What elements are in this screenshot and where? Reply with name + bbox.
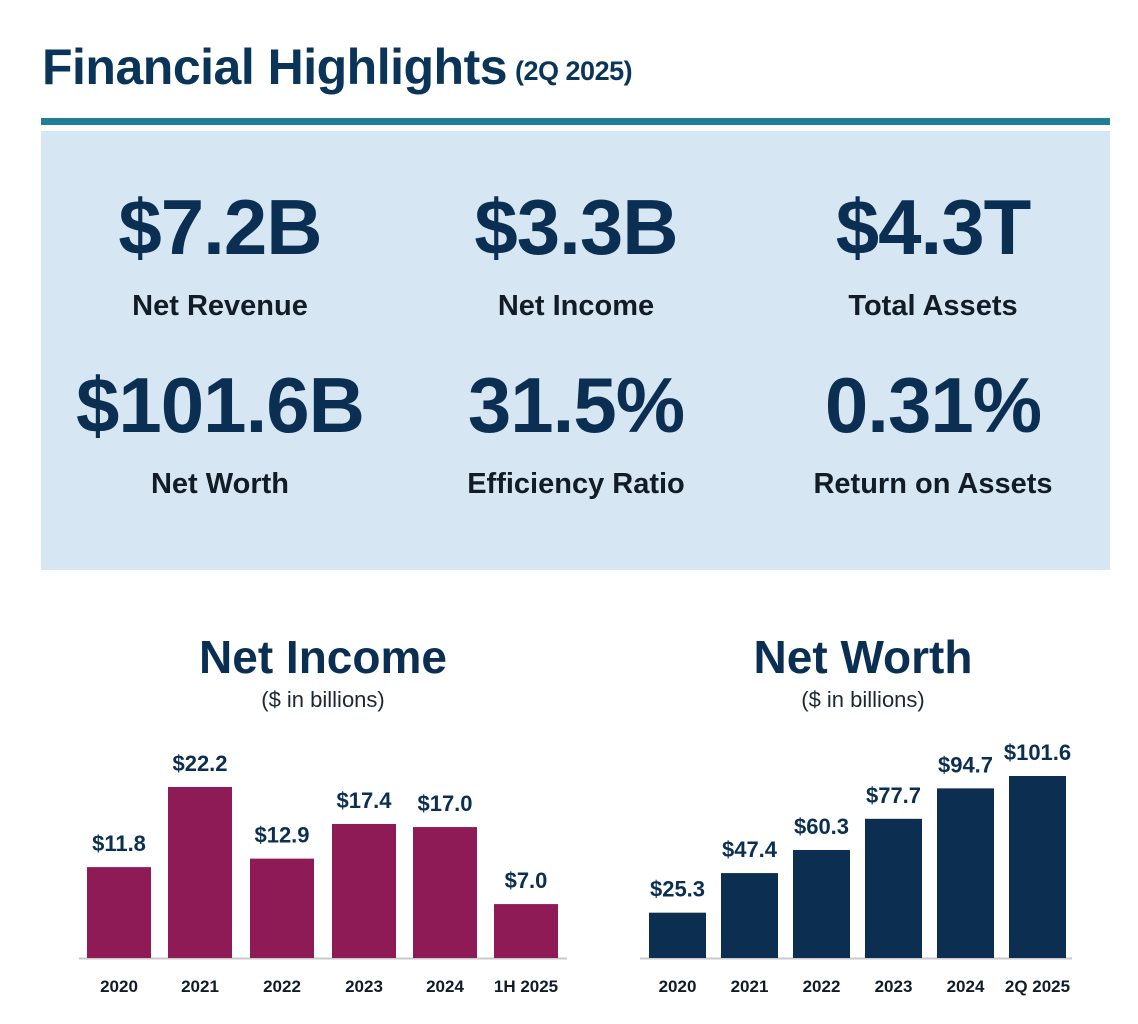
net-worth-tick-label: 2020	[659, 977, 697, 996]
net-income-bar-2021	[168, 787, 232, 958]
net-worth-bar-2024	[937, 788, 994, 958]
kpi-value: $4.3T	[835, 183, 1031, 271]
kpi-net-income: $3.3B Net Income	[396, 188, 756, 321]
net-worth-bar-2022	[793, 849, 850, 958]
kpi-value: 31.5%	[467, 361, 685, 449]
kpi-label: Net Worth	[150, 468, 289, 500]
net-worth-data-label: $60.3	[794, 814, 849, 839]
net-income-data-label: $17.4	[336, 788, 392, 813]
net-worth-tick-label: 2024	[947, 977, 985, 996]
net-worth-tick-label: 2023	[875, 977, 913, 996]
net-worth-bar-2020	[649, 912, 706, 958]
net-worth-tick-label: 2022	[803, 977, 841, 996]
net-worth-bar-2023	[865, 818, 922, 958]
net-income-bar-2022	[250, 858, 314, 958]
net-income-bar-1h-2025	[494, 904, 558, 958]
kpi-value: $7.2B	[118, 183, 322, 271]
net-income-data-label: $7.0	[505, 868, 548, 893]
page-title: Financial Highlights (2Q 2025)	[42, 38, 633, 96]
net-income-bar-2023	[332, 823, 396, 958]
net-worth-chart-title: Net Worth	[753, 631, 973, 683]
net-income-tick-label: 2021	[181, 977, 219, 996]
kpi-value: $3.3B	[474, 183, 678, 271]
net-worth-tick-label: 2Q 2025	[1005, 977, 1070, 996]
kpi-total-assets: $4.3T Total Assets	[753, 188, 1113, 321]
net-worth-bar-2q-2025	[1009, 776, 1066, 958]
title-text: Financial Highlights	[42, 39, 508, 95]
net-income-chart-title: Net Income	[199, 631, 447, 683]
net-income-data-label: $12.9	[254, 823, 309, 848]
net-income-tick-label: 1H 2025	[494, 977, 558, 996]
kpi-label: Return on Assets	[813, 468, 1053, 500]
net-income-tick-label: 2022	[263, 977, 301, 996]
kpi-panel	[41, 131, 1110, 570]
kpi-value: $101.6B	[76, 361, 365, 449]
kpi-label: Net Income	[497, 290, 655, 322]
net-income-data-label: $17.0	[417, 791, 472, 816]
kpi-net-revenue: $7.2B Net Revenue	[40, 188, 400, 321]
net-worth-chart-subtitle: ($ in billions)	[801, 687, 925, 712]
kpi-label: Net Revenue	[132, 290, 308, 322]
net-income-bar-2024	[413, 827, 477, 958]
net-income-data-label: $22.2	[172, 751, 227, 776]
net-income-tick-label: 2020	[100, 977, 138, 996]
net-worth-bar-2021	[721, 873, 778, 958]
kpi-label: Efficiency Ratio	[467, 468, 685, 500]
net-worth-data-label: $101.6	[1004, 740, 1071, 765]
kpi-label: Total Assets	[848, 290, 1018, 322]
net-worth-data-label: $77.7	[866, 783, 921, 808]
net-income-bar-2020	[87, 867, 151, 958]
kpi-value: 0.31%	[824, 361, 1042, 449]
net-worth-tick-label: 2021	[731, 977, 769, 996]
net-worth-data-label: $94.7	[938, 752, 993, 777]
kpi-return-on-assets: 0.31% Return on Assets	[753, 366, 1113, 499]
net-income-data-label: $11.8	[92, 831, 146, 856]
kpi-efficiency-ratio: 31.5% Efficiency Ratio	[396, 366, 756, 499]
title-divider	[41, 118, 1110, 125]
net-income-tick-label: 2024	[426, 977, 464, 996]
net-worth-data-label: $47.4	[722, 837, 778, 862]
kpi-net-worth: $101.6B Net Worth	[40, 366, 400, 499]
net-income-chart-subtitle: ($ in billions)	[261, 687, 385, 712]
title-period: (2Q 2025)	[515, 56, 633, 86]
net-worth-data-label: $25.3	[650, 877, 705, 902]
net-income-tick-label: 2023	[345, 977, 383, 996]
